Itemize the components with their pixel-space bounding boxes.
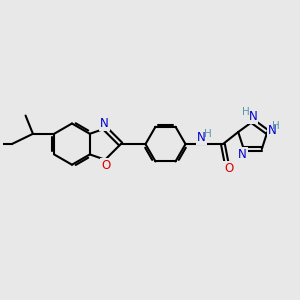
Text: N: N [248,110,257,123]
Text: H: H [272,121,280,130]
Text: N: N [100,117,109,130]
Text: N: N [197,131,206,144]
Text: N: N [238,148,247,161]
Text: O: O [224,162,233,175]
Text: H: H [204,129,212,139]
Text: N: N [268,124,277,137]
Text: O: O [101,158,110,172]
Text: H: H [242,107,250,117]
